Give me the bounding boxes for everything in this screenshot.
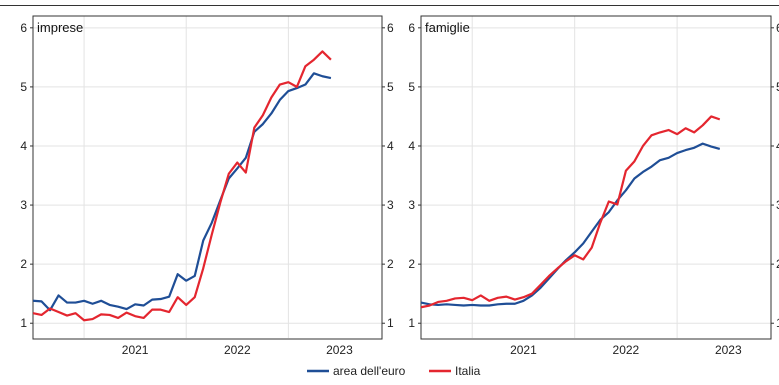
y-tick-label-left: 6 — [408, 21, 415, 35]
y-tick-label-left: 1 — [20, 316, 27, 330]
y-tick-label-right: 3 — [387, 198, 394, 212]
y-tick-label-left: 1 — [408, 316, 415, 330]
x-tick-label: 2022 — [613, 343, 640, 357]
y-tick-label-left: 2 — [20, 257, 27, 271]
panel-label: imprese — [37, 20, 83, 35]
x-tick-label: 2022 — [224, 343, 251, 357]
x-tick-label: 2023 — [715, 343, 742, 357]
legend-label: area dell'euro — [333, 364, 406, 378]
y-tick-label-left: 4 — [408, 139, 415, 153]
panel-frame — [32, 15, 383, 340]
y-tick-label-right: 2 — [387, 257, 394, 271]
y-tick-label-right: 6 — [387, 21, 394, 35]
x-tick-label: 2021 — [510, 343, 537, 357]
panel-label: famiglie — [425, 20, 470, 35]
y-tick-label-right: 4 — [387, 139, 394, 153]
series-line-area-euro — [421, 142, 721, 307]
series-line-italia — [421, 115, 721, 309]
series-line-area-euro — [33, 72, 332, 312]
y-tick-label-right: 1 — [776, 316, 779, 330]
panel-imprese: 2021 2022 2023 1 1 2 2 3 3 4 4 5 5 6 6 imprese — [20, 15, 394, 357]
x-tick-label: 2021 — [122, 343, 149, 357]
series-line-italia — [33, 50, 332, 322]
x-tick-label: 2023 — [326, 343, 353, 357]
panel-frame — [420, 15, 772, 340]
y-tick-label-left: 4 — [20, 139, 27, 153]
y-tick-label-right: 5 — [387, 80, 394, 94]
y-tick-label-right: 4 — [776, 139, 779, 153]
y-tick-label-right: 1 — [387, 316, 394, 330]
y-tick-label-left: 5 — [20, 80, 27, 94]
legend-label: Italia — [455, 364, 481, 378]
y-tick-label-right: 6 — [776, 21, 779, 35]
legend: area dell'euro Italia — [307, 364, 481, 378]
panel-famiglie: 2021 2022 2023 1 1 2 2 3 3 4 4 5 5 6 6 famiglie — [408, 15, 779, 357]
y-tick-label-right: 3 — [776, 198, 779, 212]
y-tick-label-left: 5 — [408, 80, 415, 94]
y-tick-label-left: 3 — [408, 198, 415, 212]
y-tick-label-right: 2 — [776, 257, 779, 271]
y-tick-label-left: 6 — [20, 21, 27, 35]
y-tick-label-right: 5 — [776, 80, 779, 94]
y-tick-label-left: 2 — [408, 257, 415, 271]
y-tick-label-left: 3 — [20, 198, 27, 212]
